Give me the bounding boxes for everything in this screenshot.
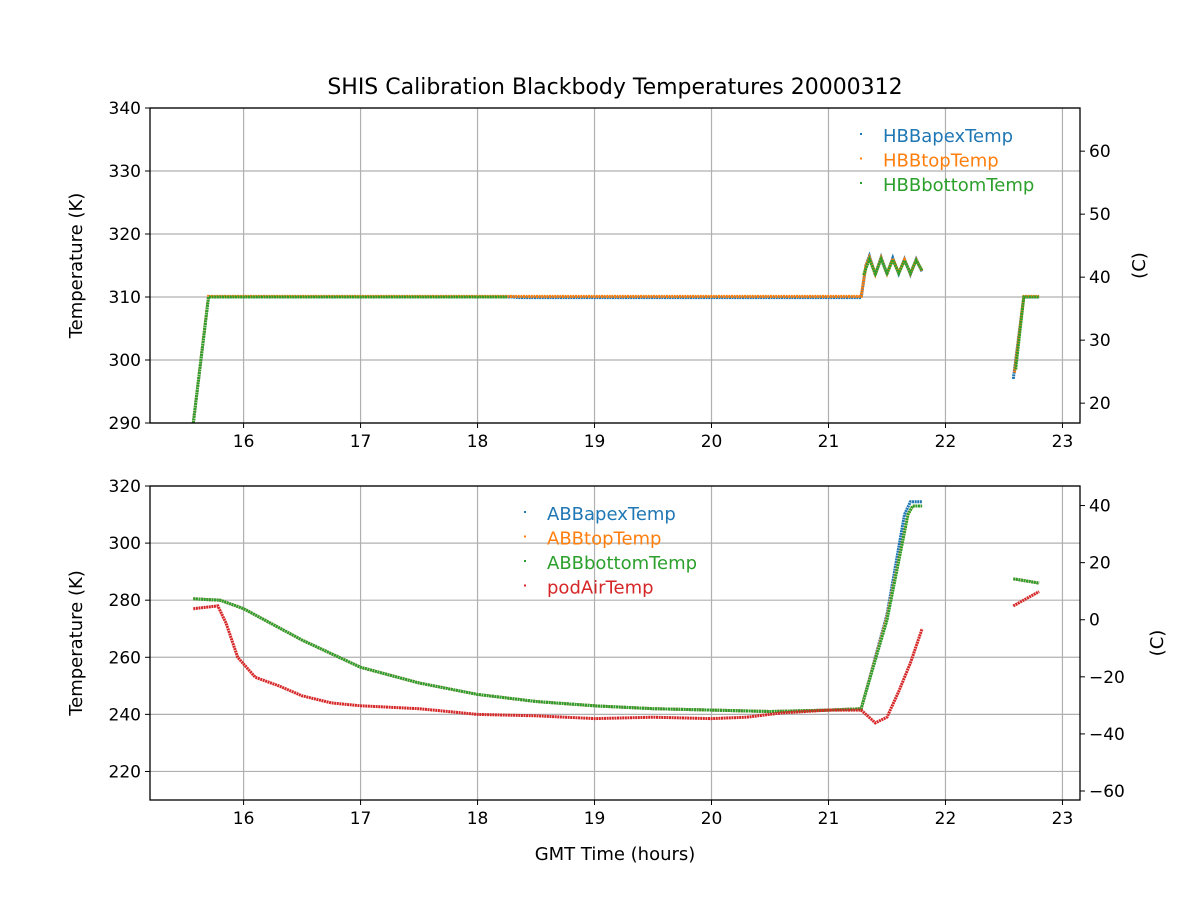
y-right-tick-label: 40 bbox=[1089, 497, 1111, 517]
legend-marker bbox=[524, 535, 526, 538]
chart-title: SHIS Calibration Blackbody Temperatures … bbox=[327, 75, 902, 100]
x-axis-label: GMT Time (hours) bbox=[535, 844, 696, 865]
legend-marker bbox=[524, 511, 526, 513]
y-right-axis-label: (C) bbox=[1147, 630, 1168, 657]
x-tick-label: 22 bbox=[935, 809, 957, 829]
y-right-tick-label: 50 bbox=[1089, 205, 1111, 225]
y-tick-label: 260 bbox=[109, 648, 141, 668]
x-tick-label: 16 bbox=[233, 432, 255, 452]
y-tick-label: 300 bbox=[109, 351, 141, 371]
y-right-tick-label: 40 bbox=[1089, 268, 1111, 288]
legend-label: ABBapexTemp bbox=[547, 504, 676, 525]
y-tick-label: 330 bbox=[109, 162, 141, 182]
legend-marker bbox=[860, 133, 862, 135]
x-tick-label: 23 bbox=[1052, 432, 1074, 452]
x-tick-label: 19 bbox=[584, 809, 606, 829]
x-tick-label: 17 bbox=[350, 809, 372, 829]
y-axis-label: Temperature (K) bbox=[66, 570, 87, 717]
x-tick-label: 18 bbox=[467, 809, 489, 829]
bottom-axes: 16 17 18 19 20 21 22 23 220 240 260 280 300 320 −60 −40… bbox=[66, 477, 1168, 829]
legend-label: ABBtopTemp bbox=[547, 529, 661, 550]
axes-frame bbox=[149, 107, 1081, 424]
x-tick-label: 22 bbox=[935, 432, 957, 452]
top-axes: 16 17 18 19 20 21 22 23 290 300 310 320 330 340 20 30 40… bbox=[66, 99, 1150, 452]
y-right-tick-label: 0 bbox=[1089, 611, 1100, 631]
y-tick-label: 220 bbox=[109, 762, 141, 782]
series-HBBbottomTemp bbox=[862, 255, 924, 278]
y-right-tick-label: 60 bbox=[1089, 142, 1111, 162]
legend-marker bbox=[860, 157, 862, 160]
y-tick-label: 240 bbox=[109, 705, 141, 725]
x-tick-label: 19 bbox=[584, 432, 606, 452]
legend-marker bbox=[860, 182, 862, 184]
series-HBBbottomTemp bbox=[1014, 295, 1040, 370]
x-tick-label: 18 bbox=[467, 432, 489, 452]
series-podAirTemp bbox=[193, 604, 924, 725]
x-tick-label: 21 bbox=[818, 809, 840, 829]
legend-label: ABBbottomTemp bbox=[547, 553, 697, 574]
legend-label: HBBapexTemp bbox=[883, 126, 1013, 147]
y-tick-label: 320 bbox=[109, 477, 141, 497]
y-right-tick-label: 30 bbox=[1089, 331, 1111, 351]
series-ABBbottomTemp bbox=[1013, 577, 1040, 585]
x-tick-label: 17 bbox=[350, 432, 372, 452]
y-right-tick-label: −60 bbox=[1089, 782, 1125, 802]
axes-frame bbox=[149, 485, 1081, 801]
legend-marker bbox=[524, 560, 526, 562]
series-ABBbottomTemp bbox=[193, 504, 923, 714]
y-right-tick-label: −40 bbox=[1089, 725, 1125, 745]
y-tick-label: 300 bbox=[109, 534, 141, 554]
x-tick-label: 20 bbox=[701, 432, 723, 452]
series-podAirTemp bbox=[1012, 590, 1040, 608]
x-tick-label: 21 bbox=[818, 432, 840, 452]
x-tick-label: 20 bbox=[701, 809, 723, 829]
legend-label: HBBbottomTemp bbox=[883, 175, 1034, 196]
y-right-tick-label: 20 bbox=[1089, 394, 1111, 414]
y-right-axis-label: (C) bbox=[1129, 252, 1150, 279]
y-tick-label: 280 bbox=[109, 591, 141, 611]
y-right-tick-label: 20 bbox=[1089, 554, 1111, 574]
legend-label: HBBtopTemp bbox=[883, 151, 999, 172]
y-tick-label: 290 bbox=[109, 414, 141, 434]
legend-label: podAirTemp bbox=[547, 578, 654, 599]
series-HBBbottomTemp bbox=[191, 295, 507, 423]
y-tick-label: 320 bbox=[109, 225, 141, 245]
legend-marker bbox=[524, 584, 526, 587]
y-tick-label: 340 bbox=[109, 99, 141, 119]
y-right-tick-label: −20 bbox=[1089, 668, 1125, 688]
x-tick-label: 23 bbox=[1052, 809, 1074, 829]
y-axis-label: Temperature (K) bbox=[66, 193, 87, 340]
x-tick-label: 16 bbox=[233, 809, 255, 829]
y-tick-label: 310 bbox=[109, 288, 141, 308]
